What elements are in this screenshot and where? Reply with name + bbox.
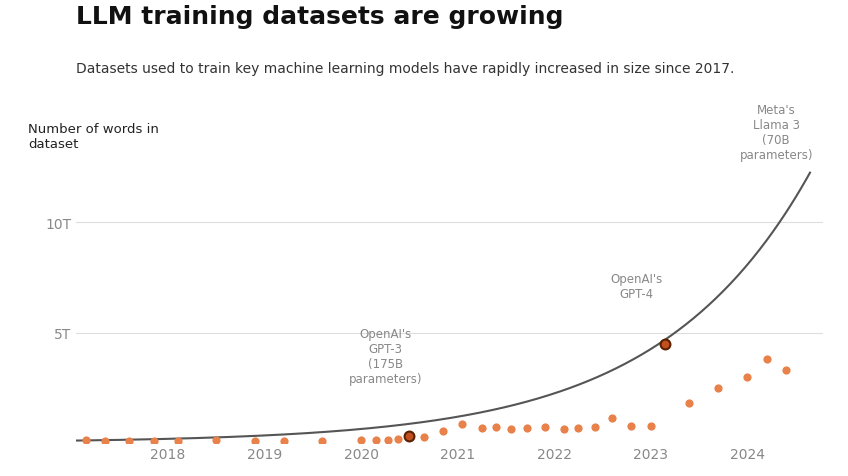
Point [123,437,137,445]
Text: Number of words in
dataset: Number of words in dataset [28,123,159,151]
Point [572,424,585,432]
Point [455,420,469,428]
Point [417,433,431,441]
Point [79,436,92,444]
Point [557,425,571,433]
Point [625,422,639,430]
Point [538,424,551,431]
Text: Datasets used to train key machine learning models have rapidly increased in siz: Datasets used to train key machine learn… [76,62,734,76]
Point [403,432,416,440]
Text: LLM training datasets are growing: LLM training datasets are growing [76,5,564,29]
Point [315,437,329,445]
Point [171,437,185,445]
Point [248,437,262,445]
Point [658,340,672,347]
Point [740,373,754,381]
Point [391,436,404,443]
Point [382,436,395,444]
Point [779,367,793,374]
Point [760,356,773,363]
Point [277,437,291,445]
Point [711,384,725,392]
Point [504,425,517,433]
Point [605,415,619,422]
Point [437,427,450,435]
Point [98,437,112,445]
Point [209,436,223,444]
Point [147,437,160,445]
Point [354,436,368,444]
Point [588,423,601,431]
Point [683,399,696,407]
Point [369,436,382,444]
Point [521,424,534,432]
Text: Meta's
Llama 3
(70B
parameters): Meta's Llama 3 (70B parameters) [739,104,813,161]
Point [489,423,503,431]
Text: OpenAI's
GPT-3
(175B
parameters): OpenAI's GPT-3 (175B parameters) [349,327,422,386]
Point [794,109,807,117]
Text: OpenAI's
GPT-4: OpenAI's GPT-4 [610,272,662,300]
Point [644,422,657,430]
Point [475,425,488,432]
